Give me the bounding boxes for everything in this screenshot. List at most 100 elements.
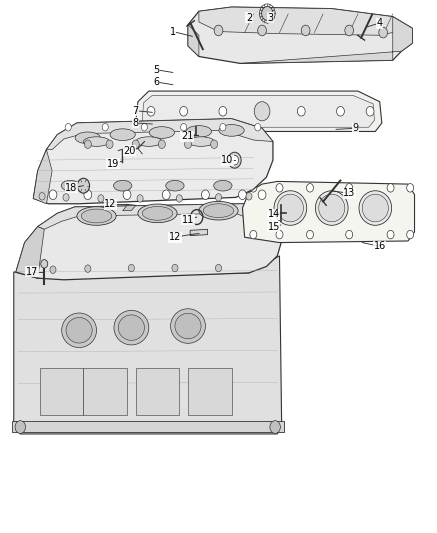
Circle shape <box>231 156 239 165</box>
Text: 5: 5 <box>153 65 160 75</box>
Circle shape <box>301 25 310 36</box>
Polygon shape <box>240 17 413 63</box>
Text: 20: 20 <box>123 146 135 156</box>
Text: 14: 14 <box>268 209 280 220</box>
Circle shape <box>180 107 187 116</box>
Polygon shape <box>16 204 282 280</box>
Text: 11: 11 <box>182 215 194 225</box>
Text: 16: 16 <box>374 241 386 251</box>
Circle shape <box>123 190 131 199</box>
Text: 17: 17 <box>26 267 38 277</box>
Circle shape <box>201 190 209 199</box>
Ellipse shape <box>77 207 116 225</box>
Circle shape <box>387 230 394 239</box>
Circle shape <box>345 25 354 36</box>
Text: 21: 21 <box>181 131 193 141</box>
Ellipse shape <box>214 180 232 191</box>
Polygon shape <box>136 91 382 132</box>
Circle shape <box>366 107 374 116</box>
Ellipse shape <box>199 201 238 220</box>
Text: 12: 12 <box>169 232 181 243</box>
Polygon shape <box>136 368 179 415</box>
Circle shape <box>39 192 45 200</box>
Circle shape <box>346 183 353 192</box>
Circle shape <box>297 107 305 116</box>
Circle shape <box>262 6 273 20</box>
Ellipse shape <box>83 137 110 147</box>
Circle shape <box>142 124 148 131</box>
Circle shape <box>128 264 135 272</box>
Ellipse shape <box>110 129 135 141</box>
Circle shape <box>276 230 283 239</box>
Ellipse shape <box>188 137 214 147</box>
Circle shape <box>246 192 252 200</box>
Ellipse shape <box>362 194 388 222</box>
Ellipse shape <box>359 191 392 225</box>
Text: 1: 1 <box>170 27 176 37</box>
Circle shape <box>270 421 281 433</box>
Polygon shape <box>83 368 127 415</box>
Circle shape <box>30 268 36 276</box>
Polygon shape <box>38 204 280 229</box>
Ellipse shape <box>114 310 149 345</box>
Polygon shape <box>243 181 415 243</box>
Ellipse shape <box>138 204 177 223</box>
Circle shape <box>379 27 388 38</box>
Ellipse shape <box>170 309 205 343</box>
Polygon shape <box>142 95 375 127</box>
Circle shape <box>180 124 187 131</box>
Circle shape <box>50 266 56 273</box>
Text: 6: 6 <box>153 77 160 87</box>
Circle shape <box>84 190 92 199</box>
Text: 3: 3 <box>268 13 274 23</box>
Circle shape <box>63 193 69 201</box>
Polygon shape <box>188 368 232 415</box>
Circle shape <box>215 193 222 201</box>
Circle shape <box>132 140 139 149</box>
Circle shape <box>176 195 182 202</box>
Text: 15: 15 <box>267 222 280 232</box>
Ellipse shape <box>203 204 234 217</box>
Circle shape <box>184 140 191 149</box>
Text: 8: 8 <box>133 118 139 128</box>
Text: 19: 19 <box>107 159 119 169</box>
Ellipse shape <box>142 206 173 220</box>
Polygon shape <box>188 25 199 56</box>
Circle shape <box>85 265 91 272</box>
Circle shape <box>276 183 283 192</box>
Ellipse shape <box>277 194 303 222</box>
Ellipse shape <box>136 137 162 147</box>
Text: 4: 4 <box>377 18 383 28</box>
Circle shape <box>41 260 48 268</box>
Ellipse shape <box>61 180 80 191</box>
Polygon shape <box>33 119 273 204</box>
Circle shape <box>306 183 313 192</box>
Text: 13: 13 <box>343 188 355 198</box>
Circle shape <box>102 124 108 131</box>
Circle shape <box>407 183 414 192</box>
Polygon shape <box>16 227 44 278</box>
Circle shape <box>49 190 57 199</box>
Ellipse shape <box>274 191 307 225</box>
Circle shape <box>219 107 227 116</box>
Circle shape <box>250 183 257 192</box>
Ellipse shape <box>186 126 212 138</box>
Circle shape <box>162 190 170 199</box>
Circle shape <box>147 107 155 116</box>
Polygon shape <box>33 150 52 204</box>
Ellipse shape <box>62 313 97 348</box>
Circle shape <box>106 140 113 149</box>
Circle shape <box>228 152 241 168</box>
Polygon shape <box>40 368 83 415</box>
Polygon shape <box>12 421 284 432</box>
Circle shape <box>137 195 143 202</box>
Circle shape <box>220 124 226 131</box>
Ellipse shape <box>81 209 112 223</box>
Polygon shape <box>190 229 208 236</box>
Circle shape <box>172 264 178 272</box>
Circle shape <box>84 140 91 149</box>
Text: 12: 12 <box>104 199 117 209</box>
Text: 9: 9 <box>353 123 359 133</box>
Circle shape <box>250 230 257 239</box>
Ellipse shape <box>166 180 184 191</box>
